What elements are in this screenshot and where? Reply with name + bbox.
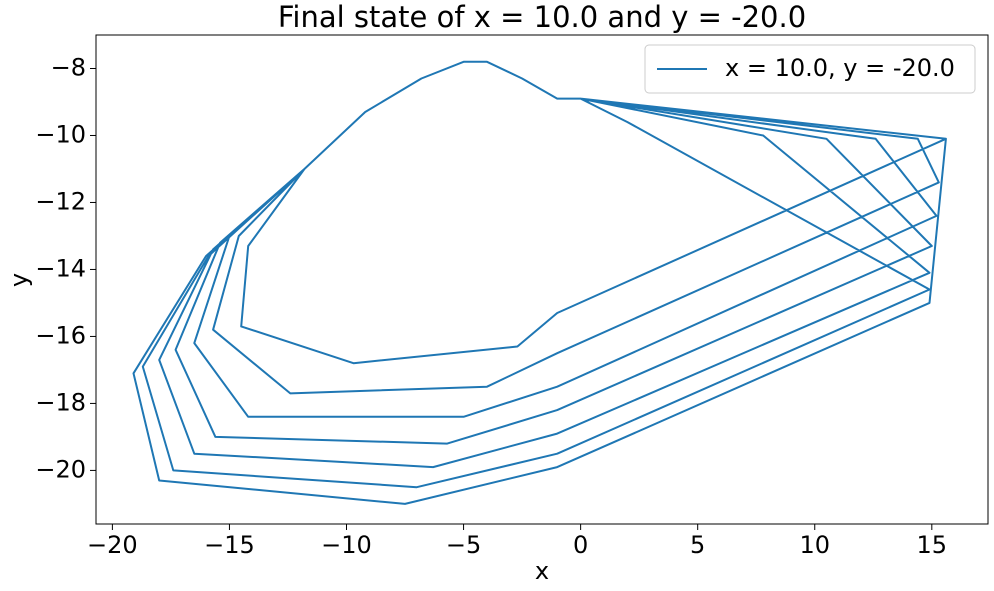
- plot-frame: [95, 34, 989, 525]
- data-line: [132, 60, 947, 505]
- y-tick-label: −16: [35, 321, 86, 349]
- x-tick-label: 10: [799, 531, 830, 559]
- y-axis-label: y: [5, 273, 33, 287]
- y-tick-label: −18: [35, 388, 86, 416]
- y-tick-label: −8: [51, 53, 86, 81]
- y-tick-label: −10: [35, 120, 86, 148]
- x-tick-label: −5: [446, 531, 481, 559]
- y-tick-label: −20: [35, 455, 86, 483]
- y-tick-label: −12: [35, 187, 86, 215]
- y-tick-label: −14: [35, 254, 86, 282]
- x-tick-label: −15: [204, 531, 255, 559]
- x-tick-label: 0: [573, 531, 588, 559]
- legend-box: [644, 44, 976, 94]
- x-tick-label: −20: [87, 531, 138, 559]
- x-tick-label: 15: [917, 531, 948, 559]
- chart-title: Final state of x = 10.0 and y = -20.0: [278, 0, 806, 34]
- x-axis-label: x: [535, 557, 549, 585]
- x-tick-label: −10: [321, 531, 372, 559]
- legend-label: x = 10.0, y = -20.0: [725, 54, 955, 82]
- x-tick-label: 5: [690, 531, 705, 559]
